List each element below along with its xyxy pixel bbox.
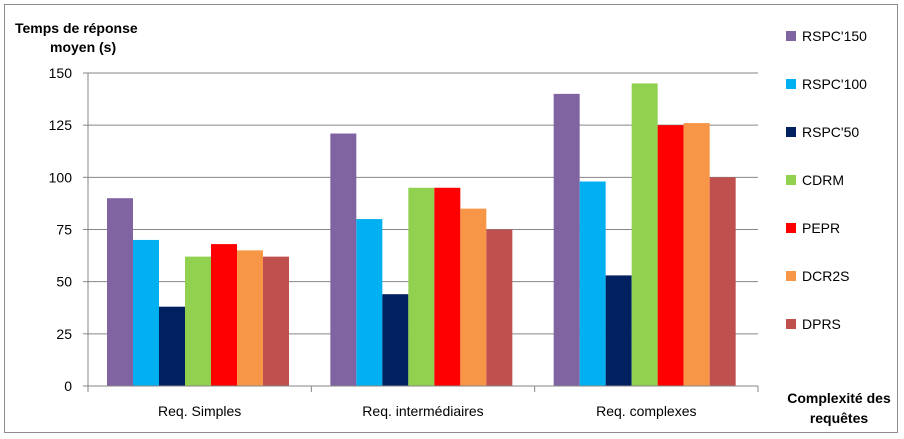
legend-swatch — [786, 79, 796, 89]
bar — [356, 219, 383, 386]
y-tick-label: 0 — [64, 378, 72, 394]
bar — [553, 93, 580, 386]
legend-label: DCR2S — [802, 268, 849, 284]
y-tick-label: 125 — [49, 117, 73, 133]
bar — [579, 181, 606, 386]
x-axis-title-line-1: Complexité des — [787, 390, 891, 406]
bar — [237, 250, 263, 386]
y-tick-label: 75 — [56, 222, 72, 238]
bar — [434, 187, 461, 386]
legend-label: RSPC'100 — [802, 76, 867, 92]
y-tick-label: 150 — [49, 65, 73, 81]
x-axis-title: Complexité des requêtes — [787, 390, 891, 426]
x-axis-title-line-2: requêtes — [810, 410, 869, 426]
y-tick-label: 25 — [56, 326, 72, 342]
axes: 0 25 50 75 100 125 150 Req. Simples Req. intermé… — [49, 65, 759, 419]
y-tick-label: 100 — [49, 169, 73, 185]
y-axis-title-line-2: moyen (s) — [50, 39, 116, 55]
legend-label: RSPC'50 — [802, 124, 859, 140]
y-axis-title-line-1: Temps de réponse — [15, 20, 138, 36]
bar — [657, 125, 684, 387]
legend-label: CDRM — [802, 172, 844, 188]
bar — [133, 239, 159, 386]
bar — [486, 229, 513, 386]
x-tick-label: Req. Simples — [158, 403, 241, 419]
x-tick-label: Req. intermédiaires — [362, 403, 483, 419]
x-tick-label: Req. complexes — [596, 403, 696, 419]
bar — [211, 244, 237, 386]
bar — [107, 198, 133, 386]
legend-label: PEPR — [802, 220, 840, 236]
bar — [185, 256, 211, 386]
bar — [159, 306, 185, 386]
bar — [605, 275, 632, 386]
y-axis-title: Temps de réponse moyen (s) — [15, 20, 138, 55]
bar — [382, 294, 409, 386]
legend-swatch — [786, 223, 796, 233]
legend-label: RSPC'150 — [802, 28, 867, 44]
legend-label: DPRS — [802, 316, 841, 332]
legend-swatch — [786, 31, 796, 41]
bar — [709, 177, 736, 386]
y-tick-label: 50 — [56, 274, 72, 290]
bars — [107, 83, 736, 387]
legend-swatch — [786, 271, 796, 281]
bar — [683, 123, 710, 386]
legend: RSPC'150 RSPC'100 RSPC'50 CDRM PEPR DCR2S DPRS — [786, 28, 867, 332]
bar — [408, 187, 435, 386]
legend-swatch — [786, 319, 796, 329]
bar — [460, 208, 487, 386]
legend-swatch — [786, 127, 796, 137]
bar — [263, 256, 289, 386]
bar — [330, 133, 357, 386]
bar — [631, 83, 658, 386]
legend-swatch — [786, 175, 796, 185]
